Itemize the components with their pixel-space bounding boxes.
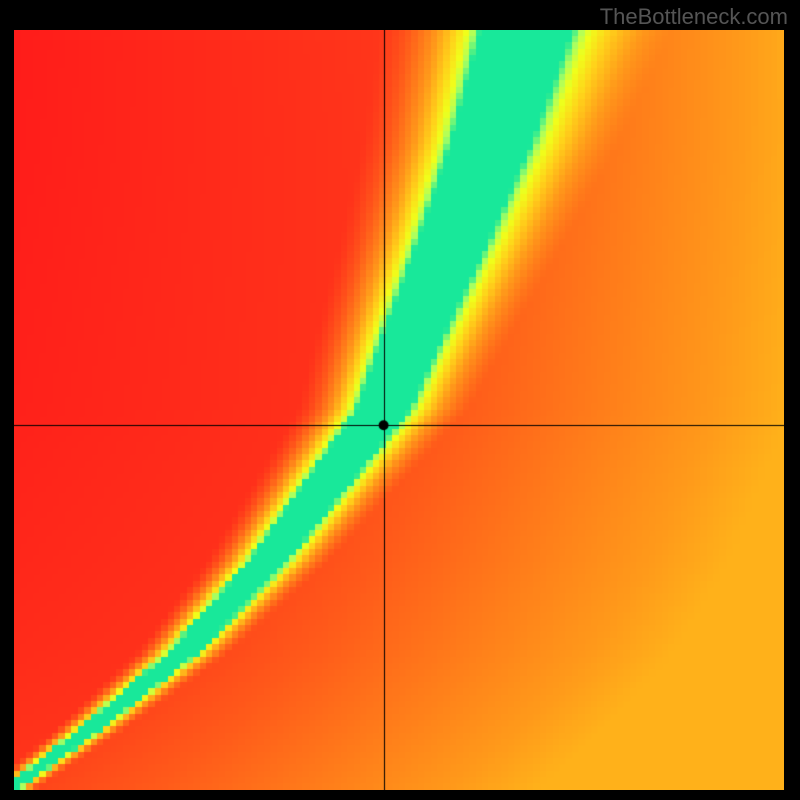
- watermark-text: TheBottleneck.com: [600, 4, 788, 30]
- bottleneck-heatmap: [14, 30, 784, 790]
